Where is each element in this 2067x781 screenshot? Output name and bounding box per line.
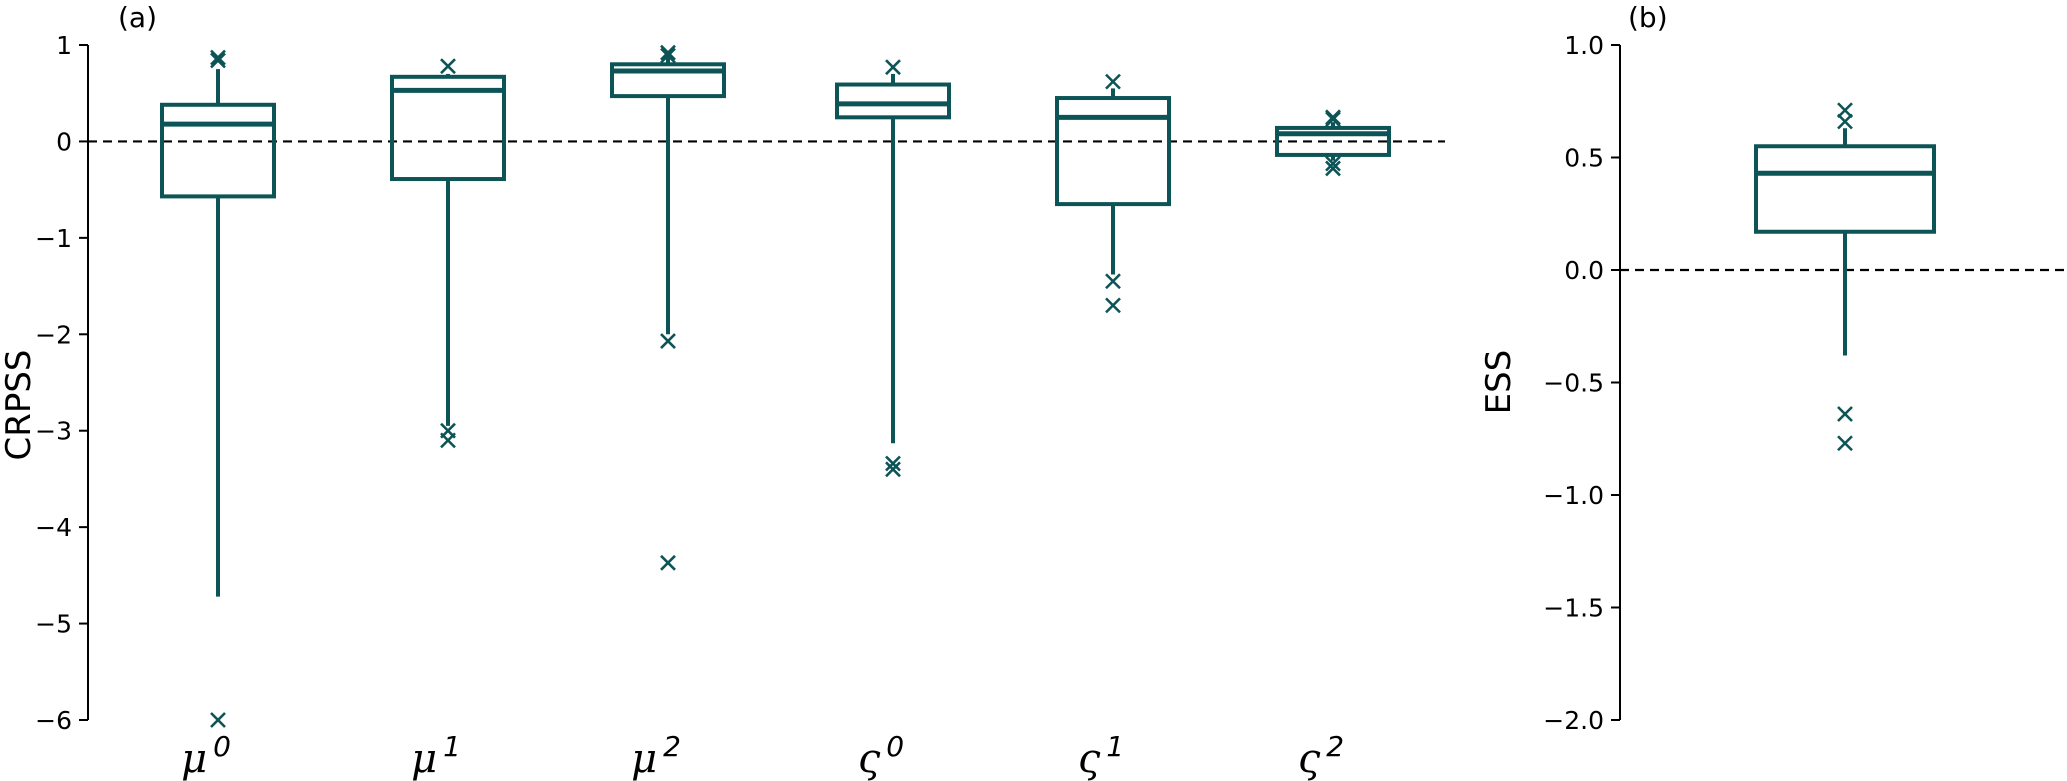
panel-a-box-5 [1275,109,1391,177]
panel-b-box-0 [1754,102,1936,452]
outlier-point [1325,155,1341,172]
outlier-point [210,52,226,69]
panel-b-ytick-label: −1.0 [1543,481,1604,510]
outlier-stroke [210,49,226,66]
outlier-stroke [1325,109,1341,126]
outlier-point [440,432,456,449]
outlier-point [1837,435,1853,452]
outlier-point [660,333,676,349]
panel-a-ytick-label: −3 [35,417,72,446]
outlier-stroke [1325,111,1341,128]
box-iqr [1275,125,1391,157]
outlier-stroke [885,455,901,472]
outlier-stroke [1325,160,1341,177]
outlier-point [885,59,901,76]
box-iqr [835,82,951,120]
outlier-point [1325,109,1341,126]
panel-a-ytick-label: 0 [56,127,72,156]
panel-a-label: (a) [118,1,157,34]
outlier-stroke [440,432,456,449]
outlier-point [1105,273,1121,290]
outlier-stroke [885,59,901,76]
outlier-point [1105,297,1121,314]
panel-a-ytick-label: −6 [35,706,72,735]
outlier-stroke [1325,155,1341,172]
panel-b-ytick-label: −0.5 [1543,369,1604,398]
outlier-point [440,58,456,75]
outlier-point [885,461,901,478]
outlier-point [660,554,676,571]
outlier-point [210,49,226,66]
panel-a-ytick-label: −5 [35,610,72,639]
outlier-stroke [1837,113,1853,130]
panel-b-ess: (b) ESS 1.0 0.5 0.0 −0.5 −1.0 −1.5 −2.0 [1479,1,2067,735]
panel-b-ytick-label: −2.0 [1543,706,1604,735]
panel-a-box-1 [390,58,506,449]
outlier-point [1325,111,1341,128]
outlier-stroke [885,461,901,478]
outlier-stroke [660,44,676,61]
outlier-point [885,455,901,472]
outlier-point [1325,160,1341,177]
box-iqr [160,102,276,199]
outlier-stroke [1837,435,1853,452]
outlier-stroke [1105,297,1121,314]
outlier-point [1837,406,1853,422]
panel-b-ylabel: ESS [1479,350,1519,415]
box-iqr [390,74,506,182]
outlier-stroke [1105,73,1121,90]
outlier-stroke [210,52,226,69]
outlier-point [660,44,676,61]
panel-a-ytick-label: −4 [35,513,72,542]
box-iqr [610,62,726,99]
outlier-stroke [660,333,676,349]
panel-a-box-2 [610,44,726,571]
panel-a-ytick-label: −1 [35,224,72,253]
panel-b-ytick-label: 1.0 [1564,31,1604,60]
panel-a-box-0 [160,49,276,728]
outlier-stroke [660,47,676,64]
outlier-stroke [440,58,456,75]
outlier-point [660,47,676,64]
outlier-stroke [1837,102,1853,119]
panel-a-ytick-label: −2 [35,320,72,349]
box-iqr [1055,96,1171,207]
panel-b-ytick-label: 0.0 [1564,256,1604,285]
outlier-stroke [1105,273,1121,290]
panel-b-ytick-label: 0.5 [1564,144,1604,173]
panel-a-ytick-label: 1 [56,31,72,60]
outlier-point [1105,73,1121,90]
panel-a-box-4 [1055,73,1171,314]
outlier-stroke [210,712,226,728]
panel-a-ylabel: CRPSS [0,349,39,460]
panel-b-label: (b) [1628,1,1668,34]
panel-a-box-3 [835,59,951,478]
outlier-stroke [660,554,676,571]
panel-b-ytick-label: −1.5 [1543,594,1604,623]
outlier-point [210,712,226,728]
outlier-stroke [1837,406,1853,422]
box-iqr [1754,144,1936,234]
panel-a-crpss: (a) CRPSS 1 0 −1 −2 −3 −4 −5 −6 μ 0 μ 1 μ 2 ς 0 ς 1 ς 2 [0,1,1445,781]
outlier-point [1837,102,1853,119]
outlier-point [1837,113,1853,130]
